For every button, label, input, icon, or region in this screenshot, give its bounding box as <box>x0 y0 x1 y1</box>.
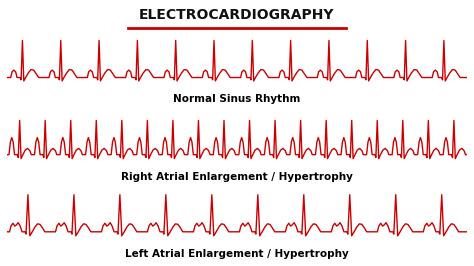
Text: Normal Sinus Rhythm: Normal Sinus Rhythm <box>173 94 301 105</box>
Text: ELECTROCARDIOGRAPHY: ELECTROCARDIOGRAPHY <box>139 8 335 22</box>
Text: Left Atrial Enlargement / Hypertrophy: Left Atrial Enlargement / Hypertrophy <box>125 249 349 259</box>
Text: Right Atrial Enlargement / Hypertrophy: Right Atrial Enlargement / Hypertrophy <box>121 172 353 182</box>
